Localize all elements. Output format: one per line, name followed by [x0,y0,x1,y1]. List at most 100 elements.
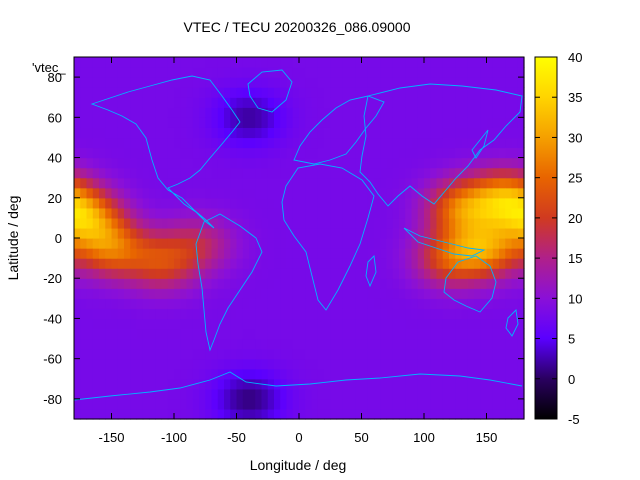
heat-cell [136,358,144,370]
heat-cell [330,298,338,309]
heat-cell [74,278,81,289]
heat-cell [355,268,363,279]
heat-cell [149,398,156,410]
heat-cell [305,107,313,118]
heat-cell [392,268,400,279]
heat-cell [474,97,481,108]
heat-cell [436,227,444,239]
heat-cell [405,217,413,229]
heat-cell [330,137,338,149]
heat-cell [455,127,463,139]
heat-cell [274,217,281,229]
heat-cell [461,157,469,169]
heat-cell [430,97,438,108]
heat-cell [461,207,469,219]
heat-cell [305,408,313,420]
heat-cell [255,227,263,239]
heat-cell [374,348,381,360]
heat-cell [124,348,131,360]
heat-cell [430,368,438,380]
heat-cell [292,358,300,370]
heat-cell [486,258,494,269]
heat-cell [405,177,413,189]
heat-cell [274,318,281,330]
heat-cell [205,288,213,299]
x-tick-label: 150 [476,430,498,445]
heat-cell [355,207,363,219]
heat-cell [361,278,369,289]
heat-cell [292,87,300,98]
heat-cell [330,328,338,340]
coastline-asia [359,83,523,207]
heat-cell [267,398,275,410]
heat-cell [317,97,325,108]
heat-cell [199,328,206,340]
heat-cell [192,308,200,320]
heat-cell [436,378,444,390]
heat-cell [486,298,494,309]
heat-cell [255,107,263,118]
heat-cell [505,157,513,169]
heat-cell [274,248,281,259]
heat-cell [180,67,188,78]
heat-cell [355,97,363,108]
heat-cell [442,77,450,88]
heat-cell [124,378,131,390]
heat-cell [392,378,400,390]
heat-cell [311,167,319,179]
heat-cell [199,358,206,370]
heat-cell [349,177,356,189]
heat-cell [117,97,125,108]
heat-cell [286,117,294,128]
heat-cell [255,147,263,159]
heat-cell [92,378,100,390]
heat-cell [92,207,100,219]
heat-cell [430,248,438,259]
heat-cell [236,67,244,78]
heat-cell [505,227,513,239]
heat-cell [374,338,381,350]
heat-cell [280,348,288,360]
heat-cell [374,298,381,309]
heat-cell [349,358,356,370]
heat-cell [330,388,338,400]
heat-cell [455,338,463,350]
heat-cell [361,328,369,340]
heat-cell [86,358,94,370]
heat-cell [336,77,344,88]
heat-cell [149,167,156,179]
heat-cell [249,187,256,199]
heat-cell [267,117,275,128]
heat-cell [280,268,288,279]
heat-cell [380,227,388,239]
heat-cell [349,378,356,390]
heat-cell [305,308,313,320]
heat-cell [92,278,100,289]
heat-cell [486,378,494,390]
heat-cell [430,278,438,289]
heat-cell [455,157,463,169]
heat-cell [261,258,269,269]
heat-cell [261,87,269,98]
heat-cell [455,298,463,309]
heat-cell [286,67,294,78]
heat-cell [374,87,381,98]
heat-cell [224,268,231,279]
heat-cell [455,318,463,330]
heat-cell [517,67,525,78]
heat-cell [374,147,381,159]
heat-cell [249,278,256,289]
heat-cell [336,127,344,139]
heat-cell [517,348,525,360]
heat-cell [317,328,325,340]
heat-cell [517,338,525,350]
heat-cell [442,87,450,98]
heat-cell [99,298,106,309]
heat-cell [180,177,188,189]
heat-cell [149,137,156,149]
heat-cell [161,67,169,78]
heat-cell [461,177,469,189]
heat-cell [355,67,363,78]
heat-cell [205,378,213,390]
heat-cell [417,308,425,320]
